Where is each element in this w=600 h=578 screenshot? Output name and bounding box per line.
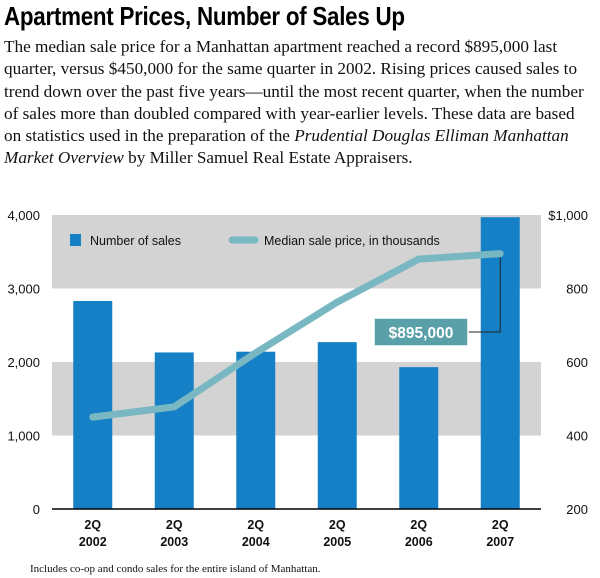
y-left-tick-label: 3,000	[7, 282, 40, 297]
bar-2004	[236, 351, 276, 509]
y-right-tick-label: 600	[566, 355, 588, 370]
bars	[73, 217, 520, 509]
x-tick-label-year: 2003	[160, 535, 188, 549]
background-bands	[52, 215, 541, 436]
price-point-2002	[90, 414, 96, 420]
footnote: Includes co-op and condo sales for the e…	[30, 563, 321, 575]
callout-leader-line	[468, 257, 501, 333]
x-tick-label-year: 2007	[486, 535, 514, 549]
x-axis-labels: 2Q 2002 2Q 2003 2Q 2004 2Q 2005 2Q 2006 2Q 2007	[79, 518, 514, 549]
bar-2005	[317, 342, 357, 509]
price-point-2003	[171, 404, 177, 410]
y-right-tick-label: 400	[566, 429, 588, 444]
callout-box	[373, 317, 469, 347]
x-tick-label-quarter: 2Q	[247, 518, 264, 532]
x-tick-label-quarter: 2Q	[410, 518, 427, 532]
intro-paragraph: The median sale price for a Manhattan ap…	[4, 36, 594, 170]
price-point-2006	[416, 256, 422, 262]
y-left-tick-label: 4,000	[7, 208, 40, 223]
x-tick-label-quarter: 2Q	[329, 518, 346, 532]
y-right-tick-label: $1,000	[548, 208, 588, 223]
price-point-2007	[497, 251, 503, 257]
callout-label: $895,000	[389, 325, 454, 342]
x-tick-label-year: 2002	[79, 535, 107, 549]
y-right-tick-label: 800	[566, 282, 588, 297]
axes: 0 1,000 2,000 3,000 4,000 200 400 600 800 $1,000	[7, 208, 588, 517]
y-left-tick-label: 2,000	[7, 355, 40, 370]
x-tick-label-year: 2004	[242, 535, 270, 549]
price-line-group	[89, 250, 504, 421]
chart-title: Apartment Prices, Number of Sales Up	[4, 1, 405, 31]
x-tick-label-year: 2006	[405, 535, 433, 549]
callout: $895,000	[373, 257, 501, 347]
x-tick-label-quarter: 2Q	[492, 518, 509, 532]
price-series-line	[89, 250, 504, 421]
intro-text: The median sale price for a Manhattan ap…	[4, 37, 584, 146]
y-left-tick-label: 1,000	[7, 429, 40, 444]
y-right-tick-label: 200	[566, 502, 588, 517]
price-point-2005	[334, 299, 340, 305]
legend-swatch-sales	[70, 234, 81, 246]
intro-text-end: by Miller Samuel Real Estate Appraisers.	[123, 148, 413, 168]
y-left-tick-label: 0	[33, 502, 40, 517]
price-point-2004	[253, 350, 259, 356]
bar-2006	[399, 367, 439, 509]
x-tick-label-quarter: 2Q	[84, 518, 101, 532]
bar-2002	[73, 300, 113, 509]
legend-label-price: Median sale price, in thousands	[264, 234, 440, 248]
bar-2003	[154, 352, 194, 509]
gridband	[52, 215, 541, 289]
legend-label-sales: Number of sales	[90, 234, 181, 248]
gridband	[52, 362, 541, 436]
intro-publication-title: Prudential Douglas Elliman Manhattan Mar…	[4, 126, 569, 168]
x-tick-label-year: 2005	[323, 535, 351, 549]
x-tick-label-quarter: 2Q	[166, 518, 183, 532]
legend: Number of sales Median sale price, in tho…	[70, 234, 440, 248]
